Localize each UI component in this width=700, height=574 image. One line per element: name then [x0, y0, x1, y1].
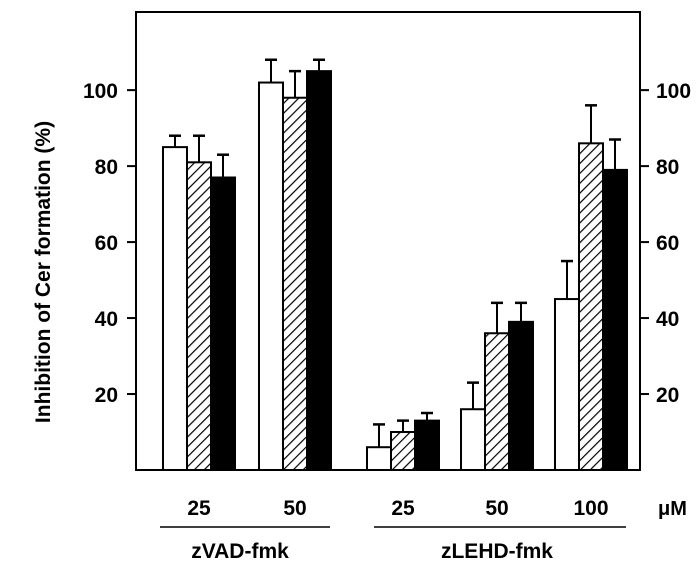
bar-black [306, 70, 332, 472]
bar-black [602, 168, 628, 471]
bar-hatched [186, 161, 212, 472]
group-label: zLEHD-fmk [441, 540, 553, 563]
x-tick-label: 50 [485, 497, 508, 520]
bar-hatched [484, 332, 510, 471]
y-tick-label-left: 60 [95, 232, 118, 255]
y-tick-label-left: 20 [95, 384, 118, 407]
bar-black [508, 320, 534, 471]
y-tick-label-left: 80 [95, 156, 118, 179]
x-tick-label: 100 [573, 497, 608, 520]
y-tick-label-right: 80 [656, 156, 679, 179]
y-axis-label: Inhibition of Cer formation (%) [32, 121, 55, 423]
y-tick-label-right: 100 [656, 80, 691, 103]
x-tick-label: 25 [391, 497, 415, 520]
x-tick-label: 25 [187, 497, 211, 520]
y-tick-label-right: 60 [656, 232, 679, 255]
x-tick-label: 50 [283, 497, 306, 520]
y-tick-label-right: 40 [656, 308, 679, 331]
bar-hatched [578, 142, 604, 472]
bar-black [210, 176, 236, 471]
bar-black [414, 419, 440, 471]
bar-hatched [390, 431, 416, 472]
bar-white [460, 408, 486, 472]
y-tick-label-left: 100 [83, 80, 118, 103]
y-tick-label-right: 20 [656, 384, 679, 407]
group-label: zVAD-fmk [191, 540, 289, 563]
bar-white [554, 298, 580, 471]
bar-white [258, 81, 284, 471]
bar-hatched [282, 96, 308, 472]
x-unit-label: μM [658, 498, 687, 520]
y-tick-label-left: 40 [95, 308, 118, 331]
bar-white [366, 446, 392, 471]
bar-white [162, 146, 188, 471]
